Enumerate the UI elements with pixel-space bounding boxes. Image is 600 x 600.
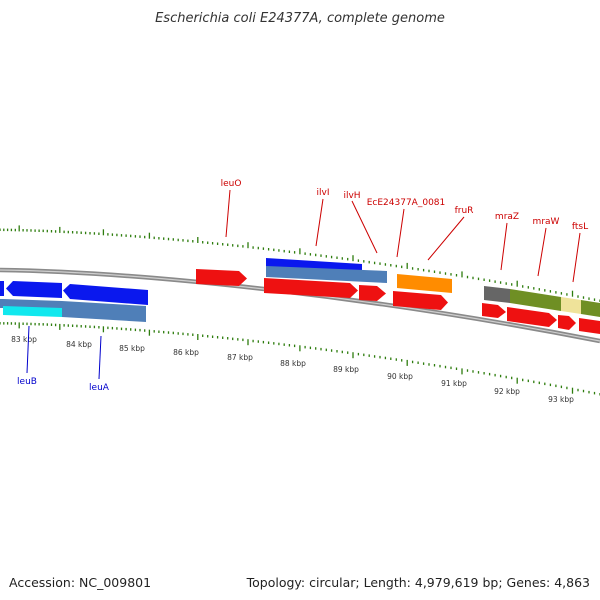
scale-label: 86 kbp bbox=[173, 348, 199, 357]
scale-label: 85 kbp bbox=[119, 344, 145, 353]
accession-text: Accession: NC_009801 bbox=[9, 575, 151, 590]
gene-label[interactable]: ftsL bbox=[572, 222, 588, 232]
gene-labels-top: leuO ilvI ilvH EcE24377A_0081 fruR mraZ … bbox=[221, 179, 588, 283]
gene-feature[interactable] bbox=[579, 318, 600, 334]
gene-feature[interactable] bbox=[507, 307, 557, 327]
gene-feature[interactable] bbox=[393, 291, 448, 310]
gene-label[interactable]: mraZ bbox=[495, 212, 519, 222]
gene-label[interactable]: ilvH bbox=[343, 191, 360, 201]
scale-label: 93 kbp bbox=[548, 395, 574, 404]
scale-label: 88 kbp bbox=[280, 359, 306, 368]
gene-feature[interactable] bbox=[62, 301, 146, 322]
gene-feature[interactable] bbox=[266, 266, 387, 283]
gene-feature[interactable] bbox=[581, 300, 600, 317]
scale-label: 89 kbp bbox=[333, 365, 359, 374]
gene-feature[interactable] bbox=[196, 269, 247, 286]
leader-line bbox=[396, 208, 405, 258]
gene-feature[interactable] bbox=[3, 306, 62, 317]
leader-line bbox=[572, 232, 581, 283]
gene-feature[interactable] bbox=[264, 278, 358, 298]
gene-label[interactable]: leuO bbox=[221, 179, 242, 189]
scale-label: 91 kbp bbox=[441, 379, 467, 388]
leader-line bbox=[98, 335, 102, 380]
genome-title: Escherichia coli E24377A, complete genom… bbox=[155, 11, 445, 26]
gene-label[interactable]: ilvI bbox=[317, 188, 330, 198]
gene-feature[interactable] bbox=[6, 281, 62, 298]
gene-label[interactable]: fruR bbox=[455, 206, 474, 216]
gene-label[interactable]: EcE24377A_0081 bbox=[367, 198, 446, 208]
genome-summary-text: Topology: circular; Length: 4,979,619 bp… bbox=[246, 575, 590, 590]
gene-feature[interactable] bbox=[0, 281, 4, 296]
scale-ticks-bottom bbox=[0, 322, 600, 396]
scale-labels: 83 kbp 84 kbp 85 kbp 86 kbp 87 kbp 88 kb… bbox=[11, 335, 574, 404]
gene-label[interactable]: leuA bbox=[89, 383, 110, 393]
leader-line bbox=[351, 200, 378, 254]
leader-line bbox=[427, 216, 465, 261]
leader-line bbox=[225, 189, 231, 238]
gene-feature[interactable] bbox=[397, 274, 452, 293]
gene-feature[interactable] bbox=[0, 299, 3, 308]
scale-label: 84 kbp bbox=[66, 340, 92, 349]
gene-feature[interactable] bbox=[558, 315, 576, 330]
scale-label: 92 kbp bbox=[494, 387, 520, 396]
gene-feature[interactable] bbox=[484, 286, 510, 303]
gene-label[interactable]: leuB bbox=[17, 377, 37, 387]
leader-line bbox=[26, 325, 30, 374]
scale-ticks-top bbox=[0, 225, 600, 302]
scale-label: 87 kbp bbox=[227, 353, 253, 362]
scale-label: 90 kbp bbox=[387, 372, 413, 381]
gene-label[interactable]: mraW bbox=[533, 217, 560, 227]
gene-feature[interactable] bbox=[561, 297, 581, 314]
gene-feature[interactable] bbox=[510, 289, 561, 311]
scale-label: 83 kbp bbox=[11, 335, 37, 344]
leader-line bbox=[315, 198, 324, 247]
gene-feature-group-forward bbox=[196, 258, 600, 334]
leader-line bbox=[500, 222, 508, 271]
gene-feature[interactable] bbox=[359, 285, 386, 301]
gene-labels-bottom: leuB leuA bbox=[17, 325, 110, 393]
leader-line bbox=[537, 227, 547, 277]
gene-feature[interactable] bbox=[63, 284, 148, 305]
gene-feature-group-reverse-left bbox=[0, 281, 148, 322]
gene-feature[interactable] bbox=[482, 303, 506, 318]
